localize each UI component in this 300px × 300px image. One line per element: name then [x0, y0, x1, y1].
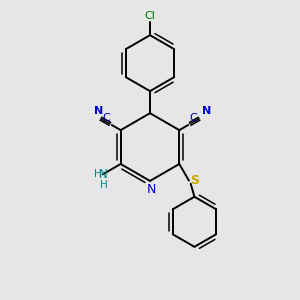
Text: Cl: Cl	[145, 11, 155, 21]
Text: N: N	[94, 106, 103, 116]
Text: C: C	[103, 113, 111, 124]
Text: N: N	[202, 106, 212, 116]
Text: H: H	[100, 180, 107, 190]
Text: H: H	[94, 169, 101, 179]
Text: C: C	[189, 113, 197, 124]
Text: N: N	[147, 183, 156, 196]
Text: N: N	[98, 168, 107, 181]
Text: S: S	[190, 174, 199, 187]
